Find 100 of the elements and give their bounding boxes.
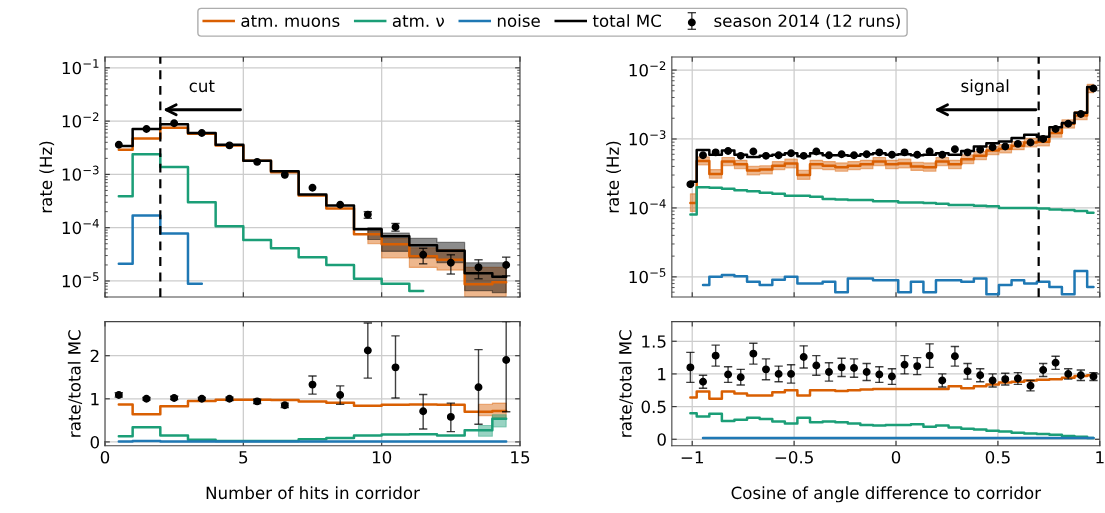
point: [887, 150, 896, 159]
x-tick-label: 1: [1096, 451, 1104, 464]
point: [391, 363, 400, 372]
y-tick-label: 10$^{−3}$: [62, 165, 99, 181]
x-tick-label: −1: [681, 451, 703, 464]
point: [875, 148, 884, 157]
point: [1064, 119, 1073, 128]
point: [736, 151, 745, 160]
x-tick-label: 0: [891, 450, 901, 464]
point: [963, 367, 972, 376]
y-tick-label: 2: [90, 349, 99, 363]
point: [1089, 84, 1098, 93]
point: [837, 363, 846, 372]
point: [938, 150, 947, 159]
y-axis-title: rate (Hz): [39, 141, 55, 213]
point: [774, 369, 783, 378]
point: [308, 183, 317, 192]
y-tick-label: 0.5: [641, 400, 666, 414]
point: [812, 147, 821, 156]
legend-label: atm. ν: [392, 15, 444, 28]
point: [976, 145, 985, 154]
point: [170, 119, 179, 128]
point: [925, 351, 934, 360]
point: [225, 141, 234, 150]
point: [1051, 358, 1060, 367]
x-tick-label: 0.5: [985, 450, 1010, 464]
y-tick-label: 10$^{−5}$: [62, 272, 99, 288]
legend-label: atm. muons: [241, 15, 340, 28]
y-tick-label: 0: [90, 435, 100, 449]
legend-label: noise: [497, 14, 540, 28]
y-tick-label: 10$^{−2}$: [62, 112, 99, 128]
point: [686, 180, 695, 189]
point: [1013, 139, 1022, 148]
point: [1039, 366, 1048, 374]
point: [419, 250, 428, 259]
point: [474, 383, 483, 392]
point: [988, 143, 997, 152]
x-tick-label: 15: [511, 451, 530, 464]
point: [1051, 124, 1060, 133]
point: [913, 150, 922, 159]
point: [812, 361, 821, 370]
point: [774, 151, 783, 160]
point: [837, 150, 846, 159]
point: [253, 157, 262, 166]
point: [850, 151, 858, 160]
point: [724, 370, 733, 379]
point: [711, 351, 720, 360]
legend-label: total MC: [592, 14, 661, 28]
point: [862, 368, 871, 376]
point: [950, 145, 959, 154]
point: [419, 407, 428, 416]
point: [502, 260, 511, 269]
y-tick-label: 1.5: [642, 335, 666, 348]
point: [913, 362, 922, 371]
y-axis-title: rate (Hz): [606, 141, 621, 213]
point: [799, 352, 808, 361]
point: [142, 125, 151, 133]
point: [862, 150, 871, 159]
point: [1076, 110, 1085, 119]
point: [446, 412, 455, 421]
point: [474, 263, 483, 272]
point: [825, 151, 833, 160]
point: [363, 346, 372, 355]
point: [736, 373, 745, 382]
y-axis-title: rate/total MC: [67, 330, 83, 437]
point: [787, 369, 796, 378]
point: [825, 368, 833, 376]
y-tick-label: 10$^{−3}$: [629, 130, 666, 146]
point: [724, 147, 733, 155]
point: [963, 148, 972, 157]
y-tick-label: 10$^{−2}$: [629, 61, 666, 77]
x-tick-label: 5: [239, 451, 248, 464]
point: [336, 200, 345, 209]
point: [446, 258, 455, 267]
point: [686, 363, 695, 372]
point: [900, 148, 909, 157]
y-tick-label: 10$^{−4}$: [62, 219, 99, 235]
point: [197, 128, 206, 137]
point: [749, 349, 758, 358]
point: [749, 147, 758, 156]
ref-line-label: cut: [189, 80, 215, 93]
point: [850, 364, 858, 372]
y-tick-label: 1: [658, 368, 666, 381]
y-tick-label: 0: [657, 433, 666, 446]
point: [900, 360, 909, 369]
y-tick-label: 10$^{−4}$: [629, 199, 666, 215]
point: [875, 370, 884, 379]
point: [887, 372, 896, 381]
y-tick-label: 10$^{−5}$: [629, 268, 666, 284]
point: [762, 151, 770, 160]
point: [1026, 138, 1035, 147]
point: [336, 390, 345, 399]
x-axis-title: Cosine of angle difference to corridor: [731, 486, 1042, 503]
point: [787, 149, 796, 158]
point: [1001, 142, 1010, 151]
point: [950, 352, 959, 361]
y-tick-label: 1: [91, 392, 99, 406]
point: [1039, 135, 1048, 143]
point: [762, 365, 770, 374]
point: [502, 356, 511, 364]
